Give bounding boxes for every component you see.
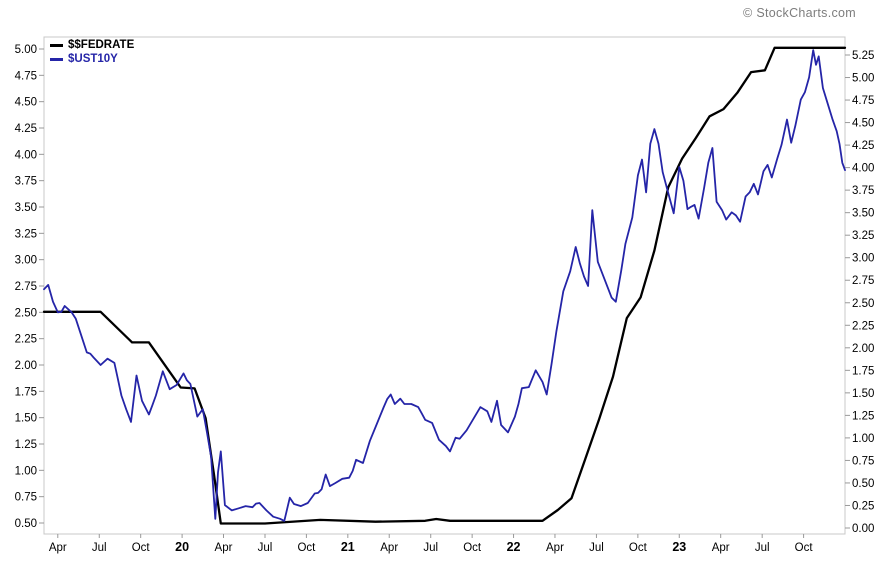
y-axis-label-right: 3.75	[852, 185, 874, 197]
x-axis-month-label: Jul	[258, 542, 273, 554]
y-axis-label-left: 5.00	[15, 44, 37, 56]
x-axis-month-label: Apr	[546, 542, 564, 554]
y-axis-label-right: 2.50	[852, 298, 874, 310]
y-axis-label-right: 1.25	[852, 410, 874, 422]
ust10y-line-swatch	[50, 58, 63, 61]
y-axis-label-right: 4.25	[852, 140, 874, 152]
y-axis-label-left: 3.00	[15, 255, 37, 267]
y-axis-label-left: 3.75	[15, 176, 37, 188]
y-axis-label-left: 3.25	[15, 228, 37, 240]
y-axis-label-left: 4.25	[15, 123, 37, 135]
x-axis-month-label: Jul	[423, 542, 438, 554]
plot-border	[43, 36, 846, 535]
y-axis-label-left: 2.00	[15, 360, 37, 372]
x-axis-month-label: Jul	[589, 542, 604, 554]
y-axis-label-right: 0.25	[852, 500, 874, 512]
y-axis-label-left: 0.50	[15, 518, 37, 530]
legend-item-fedrate: $$FEDRATE	[50, 39, 134, 52]
y-axis-label-left: 0.75	[15, 492, 37, 504]
y-axis-label-right: 0.00	[852, 523, 874, 535]
fedrate-line-swatch	[50, 44, 63, 47]
y-axis-label-left: 2.75	[15, 281, 37, 293]
ust10y-line	[43, 49, 846, 522]
y-axis-label-left: 1.25	[15, 439, 37, 451]
y-axis-label-right: 3.50	[852, 208, 874, 220]
y-axis-label-right: 4.50	[852, 118, 874, 130]
x-axis-month-label: Oct	[795, 542, 814, 554]
x-axis-month-label: Oct	[297, 542, 316, 554]
y-axis-label-left: 2.25	[15, 334, 37, 346]
x-axis-month-label: Jul	[92, 542, 107, 554]
x-axis-month-label: Oct	[132, 542, 151, 554]
chart-legend: $$FEDRATE $UST10Y	[50, 39, 134, 67]
x-axis-month-label: Apr	[380, 542, 398, 554]
y-axis-label-right: 0.75	[852, 455, 874, 467]
y-axis-label-left: 4.75	[15, 70, 37, 82]
x-axis-year-label: 22	[507, 540, 521, 554]
x-axis-year-label: 23	[672, 540, 686, 554]
x-axis-year-label: 20	[175, 540, 189, 554]
y-axis-label-right: 5.25	[852, 50, 874, 62]
y-axis-label-right: 1.75	[852, 365, 874, 377]
legend-label-ust10y: $UST10Y	[68, 53, 118, 65]
legend-item-ust10y: $UST10Y	[50, 53, 134, 66]
y-axis-label-right: 1.00	[852, 433, 874, 445]
y-axis-label-right: 3.25	[852, 230, 874, 242]
y-axis-label-right: 4.00	[852, 163, 874, 175]
x-axis-month-label: Jul	[755, 542, 770, 554]
x-axis-month-label: Apr	[49, 542, 67, 554]
y-axis-label-right: 1.50	[852, 388, 874, 400]
y-axis-label-right: 3.00	[852, 253, 874, 265]
x-axis-month-label: Oct	[629, 542, 648, 554]
copyright-text: © StockCharts.com	[743, 6, 856, 20]
x-axis-month-label: Oct	[463, 542, 482, 554]
x-axis-month-label: Apr	[215, 542, 233, 554]
x-axis-month-label: Apr	[712, 542, 730, 554]
y-axis-label-right: 2.75	[852, 275, 874, 287]
y-axis-label-left: 1.00	[15, 465, 37, 477]
y-axis-label-left: 4.50	[15, 97, 37, 109]
y-axis-label-left: 1.50	[15, 413, 37, 425]
y-axis-label-left: 4.00	[15, 149, 37, 161]
y-axis-label-right: 5.00	[852, 73, 874, 85]
y-axis-label-right: 0.50	[852, 478, 874, 490]
y-axis-label-left: 1.75	[15, 386, 37, 398]
y-axis-label-right: 4.75	[852, 95, 874, 107]
y-axis-label-left: 2.50	[15, 307, 37, 319]
fedrate-line	[42, 46, 847, 525]
y-axis-label-right: 2.25	[852, 320, 874, 332]
y-axis-label-right: 2.00	[852, 343, 874, 355]
x-axis-year-label: 21	[341, 540, 355, 554]
legend-label-fedrate: $$FEDRATE	[68, 39, 135, 51]
y-axis-label-left: 3.50	[15, 202, 37, 214]
